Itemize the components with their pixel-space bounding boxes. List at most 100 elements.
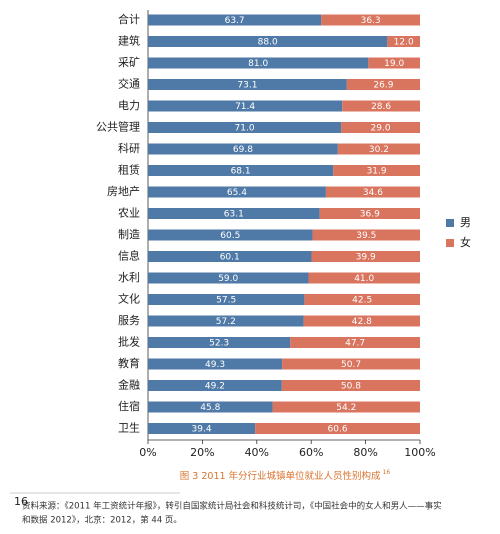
legend-label: 女 [460, 235, 471, 249]
bar [148, 380, 282, 391]
bar [282, 358, 420, 370]
bar-label: 39.4 [192, 425, 212, 435]
bar [272, 401, 420, 413]
caption-text: 图 3 2011 年分行业城镇单位就业人员性别构成 [180, 470, 381, 482]
bar [148, 122, 342, 133]
bar [303, 315, 420, 327]
bar-label: 57.2 [216, 317, 236, 327]
bar-label: 54.2 [336, 403, 356, 413]
bar [319, 208, 420, 219]
bar-label: 60.1 [220, 253, 240, 263]
bar-label: 34.6 [363, 188, 383, 198]
bar [337, 143, 420, 155]
bar [148, 143, 338, 155]
x-tick-label: 20% [190, 446, 214, 459]
bar-label: 63.1 [224, 210, 244, 220]
bar [148, 186, 326, 198]
bar-label: 45.8 [200, 403, 220, 413]
bar-label: 73.1 [237, 81, 257, 91]
bar-label: 50.7 [341, 360, 361, 370]
y-tick-label: 文化 [118, 292, 140, 306]
legend-swatch [446, 219, 454, 227]
bar [148, 294, 305, 305]
bar-label: 52.3 [209, 339, 229, 349]
bar [290, 337, 420, 348]
bar-label: 36.3 [361, 16, 381, 26]
y-tick-label: 卫生 [118, 421, 140, 435]
bar-label: 65.4 [227, 188, 247, 198]
bar [148, 358, 283, 370]
bar-label: 39.5 [356, 231, 376, 241]
y-tick-label: 租赁 [118, 163, 140, 177]
bar [148, 208, 320, 219]
x-tick-label: 80% [353, 446, 377, 459]
bar [341, 122, 420, 133]
bar-label: 88.0 [258, 38, 278, 48]
y-tick-label: 住宿 [118, 399, 140, 413]
legend-label: 男 [460, 216, 471, 229]
caption: 图 3 2011 年分行业城镇单位就业人员性别构成 16 [180, 469, 391, 482]
bar-label: 59.0 [218, 274, 238, 284]
bar-label: 63.7 [225, 16, 245, 26]
y-tick-label: 建筑 [118, 34, 140, 48]
bar-label: 19.0 [384, 59, 404, 69]
bar-label: 60.6 [328, 425, 348, 435]
bar [346, 79, 420, 90]
bar [325, 186, 420, 198]
bar [148, 423, 256, 434]
y-tick-label: 教育 [118, 356, 140, 370]
bar [148, 251, 312, 262]
bar-label: 49.3 [205, 360, 225, 370]
bar [342, 100, 420, 112]
bar-label: 42.5 [352, 296, 372, 306]
x-tick-label: 40% [245, 446, 269, 459]
bar [333, 165, 420, 176]
x-tick-label: 60% [299, 446, 323, 459]
legend-swatch [446, 239, 454, 247]
caption-note: 16 [383, 469, 391, 476]
bar [148, 337, 291, 348]
y-tick-label: 采矿 [118, 56, 140, 69]
bar [148, 36, 388, 47]
bar-label: 26.9 [373, 81, 393, 91]
x-tick-label: 0% [139, 446, 156, 459]
bar-label: 12.0 [394, 38, 414, 48]
bar [148, 79, 347, 90]
y-tick-label: 科研 [118, 141, 140, 155]
bar-label: 71.4 [235, 102, 255, 112]
bar-label: 57.5 [216, 296, 236, 306]
bar [148, 272, 309, 284]
y-tick-label: 制造 [118, 227, 140, 241]
y-tick-label: 公共管理 [96, 120, 140, 134]
bar [148, 100, 343, 112]
bar [304, 294, 420, 305]
bar-label: 60.5 [220, 231, 240, 241]
bar-label: 30.2 [369, 145, 389, 155]
bar-label: 41.0 [354, 274, 374, 284]
x-tick-label: 100% [404, 446, 435, 459]
bar-label: 69.8 [233, 145, 253, 155]
footnote-number: 16 [14, 495, 28, 508]
y-tick-label: 农业 [118, 206, 140, 220]
y-tick-label: 服务 [118, 314, 140, 327]
bar [148, 315, 304, 327]
bar-label: 39.9 [356, 253, 376, 263]
bar-label: 42.8 [352, 317, 372, 327]
bar-label: 36.9 [360, 210, 380, 220]
y-tick-label: 金融 [118, 378, 140, 392]
y-tick-label: 房地产 [107, 184, 140, 198]
bar [148, 229, 313, 241]
bar [368, 57, 420, 69]
y-tick-label: 信息 [118, 249, 140, 263]
bar [148, 14, 322, 26]
bar-label: 29.0 [371, 124, 391, 134]
bar [281, 380, 420, 391]
footnote-line: 和数据 2012》，北京：2012，第 44 页。 [22, 515, 182, 526]
bar-label: 31.9 [367, 167, 387, 177]
bar [308, 272, 420, 284]
bar-label: 68.1 [231, 167, 251, 177]
bar [255, 423, 420, 434]
y-tick-label: 水利 [118, 271, 140, 284]
bar-label: 71.0 [235, 124, 255, 134]
